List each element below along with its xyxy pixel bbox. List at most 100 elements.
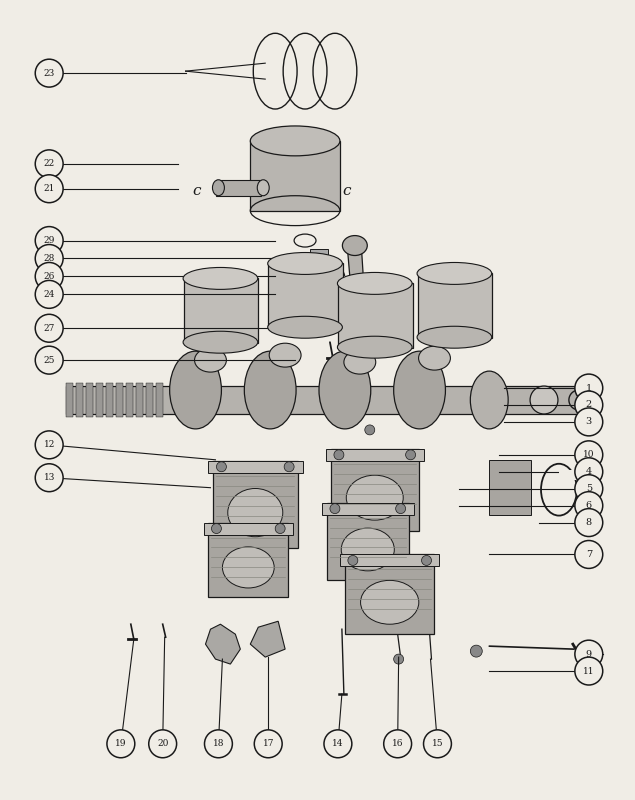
Text: 27: 27 (43, 324, 55, 333)
Bar (184, 278, 258, 343)
Circle shape (35, 281, 63, 308)
Circle shape (35, 464, 63, 492)
Circle shape (575, 509, 603, 537)
Bar (271, 310, 328, 330)
Bar (116, 383, 123, 417)
Bar (126, 383, 133, 417)
Polygon shape (206, 624, 240, 664)
Bar (331, 449, 418, 530)
Ellipse shape (213, 180, 224, 196)
Circle shape (35, 245, 63, 273)
Polygon shape (250, 622, 285, 657)
Circle shape (204, 730, 232, 758)
Polygon shape (325, 262, 345, 278)
Text: 24: 24 (43, 290, 55, 299)
Bar (66, 386, 584, 414)
Bar (340, 554, 439, 566)
Circle shape (217, 462, 227, 472)
Bar (156, 383, 163, 417)
Circle shape (35, 314, 63, 342)
Circle shape (471, 645, 482, 657)
Bar (322, 502, 413, 514)
Ellipse shape (268, 253, 342, 274)
Circle shape (575, 408, 603, 436)
Text: 7: 7 (585, 550, 592, 559)
Ellipse shape (471, 371, 508, 429)
Text: 14: 14 (332, 739, 344, 748)
Ellipse shape (341, 528, 394, 571)
Text: 18: 18 (213, 739, 224, 748)
Ellipse shape (244, 351, 296, 429)
Text: 5: 5 (585, 484, 592, 493)
Bar (250, 141, 340, 210)
Circle shape (275, 523, 285, 534)
Ellipse shape (417, 262, 491, 285)
Text: 6: 6 (585, 501, 592, 510)
Bar (208, 461, 303, 473)
Circle shape (575, 458, 603, 486)
Circle shape (575, 441, 603, 469)
Ellipse shape (268, 316, 342, 338)
Circle shape (35, 150, 63, 178)
Ellipse shape (418, 346, 450, 370)
Text: 9: 9 (585, 650, 592, 658)
Circle shape (424, 730, 451, 758)
Circle shape (334, 450, 344, 460)
Ellipse shape (394, 351, 445, 429)
Text: 8: 8 (585, 518, 592, 527)
Circle shape (575, 541, 603, 569)
Circle shape (394, 654, 404, 664)
Circle shape (364, 425, 375, 435)
Bar (136, 383, 143, 417)
Bar (146, 383, 153, 417)
Ellipse shape (417, 326, 491, 348)
Circle shape (396, 504, 406, 514)
Ellipse shape (183, 267, 258, 290)
Ellipse shape (342, 235, 367, 255)
Bar (106, 383, 113, 417)
Circle shape (348, 555, 358, 566)
Text: 1: 1 (585, 383, 592, 393)
Ellipse shape (170, 351, 222, 429)
Circle shape (35, 226, 63, 254)
Ellipse shape (337, 336, 412, 358)
Circle shape (330, 504, 340, 514)
Circle shape (384, 730, 411, 758)
Circle shape (575, 640, 603, 668)
Ellipse shape (344, 350, 376, 374)
Text: c: c (342, 184, 351, 198)
Ellipse shape (183, 331, 258, 353)
Bar (76, 383, 83, 417)
Circle shape (35, 174, 63, 202)
Ellipse shape (530, 386, 558, 414)
Text: 12: 12 (43, 440, 55, 450)
Circle shape (35, 346, 63, 374)
Circle shape (575, 374, 603, 402)
Text: 4: 4 (585, 467, 592, 476)
Text: 10: 10 (583, 450, 594, 459)
Ellipse shape (269, 343, 301, 367)
Bar (96, 383, 103, 417)
Ellipse shape (222, 547, 274, 588)
Bar (203, 522, 293, 534)
Ellipse shape (361, 580, 419, 624)
Bar (268, 263, 343, 328)
Text: 26: 26 (43, 272, 55, 281)
Bar (310, 249, 328, 257)
Circle shape (284, 462, 294, 472)
Text: 22: 22 (44, 159, 55, 168)
Bar (327, 502, 408, 580)
Bar (418, 274, 492, 338)
Text: 29: 29 (43, 236, 55, 245)
Circle shape (35, 431, 63, 458)
Bar (86, 383, 93, 417)
Ellipse shape (346, 475, 403, 520)
Bar (213, 461, 298, 549)
Text: 20: 20 (157, 739, 168, 748)
Circle shape (575, 391, 603, 419)
Text: 17: 17 (262, 739, 274, 748)
Circle shape (575, 474, 603, 502)
Circle shape (35, 262, 63, 290)
Ellipse shape (337, 273, 412, 294)
Text: 23: 23 (44, 69, 55, 78)
